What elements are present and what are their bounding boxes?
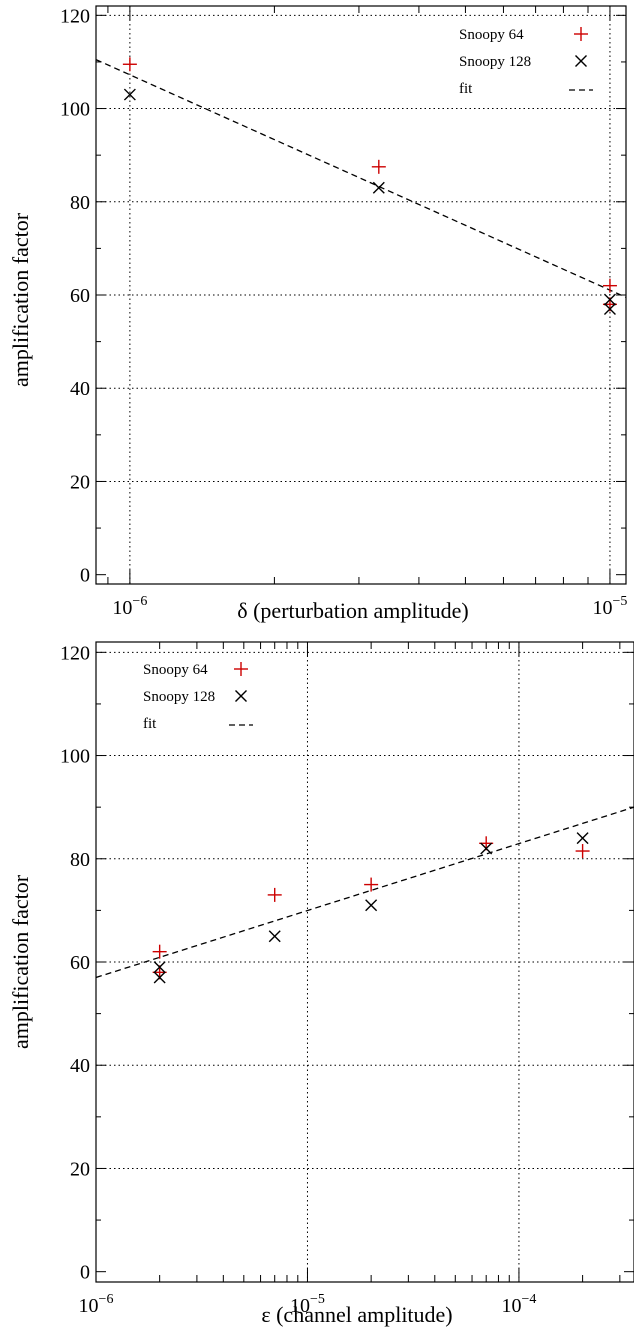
data-point-snoopy-64: [371, 159, 386, 174]
chart-perturbation-amplitude: 0 20 40 60 80 100 120 10−6 10−5 δ (perturbation a…: [8, 5, 627, 623]
data-point-snoopy-128: [576, 832, 589, 845]
data-layer: [96, 57, 626, 315]
legend-label: Snoopy 128: [459, 54, 531, 70]
plot-frame: [95, 641, 634, 1283]
x-tick-label: 10−6: [79, 1292, 114, 1317]
y-tick-label: 80: [70, 192, 90, 214]
legend-label: Snoopy 64: [143, 662, 208, 678]
data-point-snoopy-64: [602, 278, 617, 293]
x-tick-label: 10−5: [593, 594, 628, 619]
data-point-snoopy-128: [153, 971, 166, 984]
data-point-snoopy-128: [268, 930, 281, 943]
data-point-snoopy-64: [152, 944, 167, 959]
data-layer: [96, 806, 634, 984]
legend-marker-plus: [574, 27, 588, 41]
x-tick-label: 10−6: [112, 594, 147, 619]
legend-label: Snoopy 128: [143, 689, 215, 705]
data-point-snoopy-64: [122, 57, 137, 72]
y-tick-label: 60: [70, 952, 90, 974]
y-tick-label: 80: [70, 849, 90, 871]
legend-marker-cross: [575, 55, 587, 67]
legend-marker-cross: [235, 690, 247, 702]
y-tick-label: 0: [80, 1262, 90, 1284]
y-tick-label: 0: [80, 565, 90, 587]
legend: Snoopy 64 Snoopy 128 fit: [143, 662, 253, 732]
legend-label: fit: [459, 81, 473, 97]
legend-marker-plus: [234, 662, 248, 676]
legend: Snoopy 64 Snoopy 128 fit: [459, 27, 593, 97]
data-point-snoopy-128: [153, 961, 166, 974]
data-point-snoopy-128: [372, 181, 385, 194]
y-tick-label: 120: [60, 5, 90, 27]
data-point-snoopy-128: [365, 899, 378, 912]
y-axis-label: amplification factor: [8, 212, 33, 387]
data-point-snoopy-128: [603, 302, 616, 315]
x-tick-label: 10−5: [290, 1292, 325, 1317]
legend-label: Snoopy 64: [459, 27, 524, 43]
legend-label: fit: [143, 716, 157, 732]
data-point-snoopy-128: [480, 842, 493, 855]
data-point-snoopy-64: [575, 844, 590, 859]
y-tick-label: 20: [70, 471, 90, 493]
y-tick-label: 120: [60, 642, 90, 664]
data-point-snoopy-128: [123, 88, 136, 101]
data-point-snoopy-64: [364, 877, 379, 892]
data-point-snoopy-64: [267, 887, 282, 902]
y-tick-label: 20: [70, 1158, 90, 1180]
fit-line: [96, 806, 634, 979]
y-axis-label: amplification factor: [8, 874, 33, 1049]
y-tick-label: 100: [60, 99, 90, 121]
x-axis-label: δ (perturbation amplitude): [237, 598, 469, 623]
y-tick-label: 40: [70, 1055, 90, 1077]
y-tick-label: 100: [60, 746, 90, 768]
x-axis-label: ε (channel amplitude): [261, 1302, 452, 1327]
y-tick-label: 60: [70, 285, 90, 307]
fit-line: [96, 59, 626, 298]
chart-channel-amplitude: 0 20 40 60 80 100 120 10−6 10−5 10−4 ε (channel am…: [8, 641, 634, 1327]
y-tick-label: 40: [70, 378, 90, 400]
data-point-snoopy-128: [603, 293, 616, 306]
x-tick-label: 10−4: [501, 1292, 536, 1317]
